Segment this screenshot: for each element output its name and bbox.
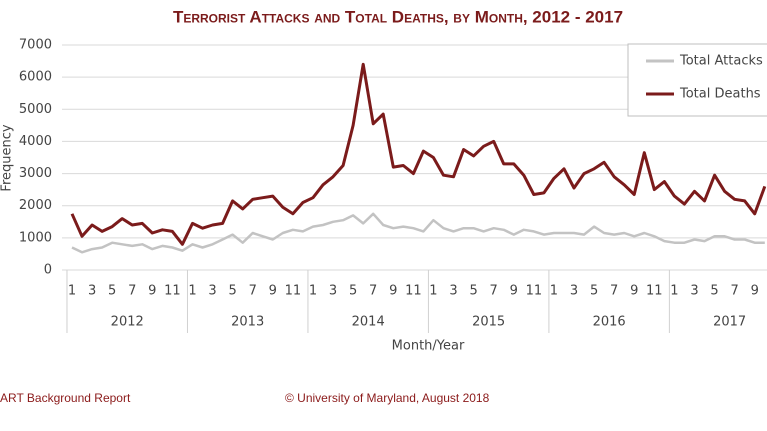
x-tick-label: 1 <box>68 284 76 299</box>
x-tick-label: 5 <box>590 284 598 299</box>
x-tick-label: 9 <box>389 284 397 299</box>
x-group-label: 2012 <box>111 315 144 330</box>
series-line <box>71 212 765 254</box>
x-tick-label: 9 <box>510 284 518 299</box>
x-tick-label: 5 <box>228 284 236 299</box>
y-axis-label: Frequency <box>0 124 15 191</box>
x-tick-label: 7 <box>490 284 498 299</box>
x-tick-label: 3 <box>88 284 96 299</box>
x-tick-label: 1 <box>309 284 317 299</box>
footer-left: ART Background Report <box>0 391 131 405</box>
x-tick-label: 5 <box>469 284 477 299</box>
x-tick-label: 5 <box>349 284 357 299</box>
x-tick-label: 3 <box>208 284 216 299</box>
series-line <box>70 62 767 246</box>
x-tick-label: 9 <box>269 284 277 299</box>
x-tick-label: 3 <box>329 284 337 299</box>
legend-label: Total Attacks <box>679 54 763 69</box>
x-tick-label: 3 <box>570 284 578 299</box>
legend-box <box>627 43 767 117</box>
chart-title: Terrorist Attacks and Total Deaths, by M… <box>173 7 623 26</box>
x-tick-label: 3 <box>449 284 457 299</box>
x-group-label: 2014 <box>352 315 385 330</box>
x-tick-label: 7 <box>730 284 738 299</box>
x-group-label: 2016 <box>593 315 626 330</box>
legend-label: Total Deaths <box>679 87 761 102</box>
x-tick-label: 3 <box>690 284 698 299</box>
y-tick-label: 3000 <box>19 166 52 181</box>
y-tick-label: 4000 <box>19 134 52 149</box>
x-tick-label: 7 <box>249 284 257 299</box>
x-tick-label: 7 <box>128 284 136 299</box>
y-tick-label: 6000 <box>19 70 52 85</box>
x-tick-label: 1 <box>550 284 558 299</box>
x-tick-label: 5 <box>108 284 116 299</box>
x-tick-label: 11 <box>285 284 302 299</box>
x-tick-label: 9 <box>630 284 638 299</box>
x-group-label: 2013 <box>231 315 264 330</box>
y-tick-label: 1000 <box>19 230 52 245</box>
x-tick-label: 1 <box>188 284 196 299</box>
x-tick-label: 5 <box>710 284 718 299</box>
y-tick-label: 0 <box>44 263 52 278</box>
x-tick-label: 11 <box>526 284 543 299</box>
x-tick-label: 11 <box>405 284 422 299</box>
x-group-label: 2015 <box>472 315 505 330</box>
x-tick-label: 9 <box>148 284 156 299</box>
y-tick-label: 5000 <box>19 102 52 117</box>
x-tick-label: 9 <box>751 284 759 299</box>
x-tick-label: 7 <box>610 284 618 299</box>
x-tick-label: 1 <box>670 284 678 299</box>
x-tick-label: 1 <box>429 284 437 299</box>
y-tick-label: 2000 <box>19 198 52 213</box>
x-tick-label: 7 <box>369 284 377 299</box>
x-tick-label: 11 <box>646 284 663 299</box>
x-tick-label: 11 <box>164 284 181 299</box>
footer-right: © University of Maryland, August 2018 <box>285 391 490 405</box>
x-group-label: 2017 <box>713 315 746 330</box>
x-axis-label: Month/Year <box>392 339 465 354</box>
y-tick-label: 7000 <box>19 38 52 53</box>
